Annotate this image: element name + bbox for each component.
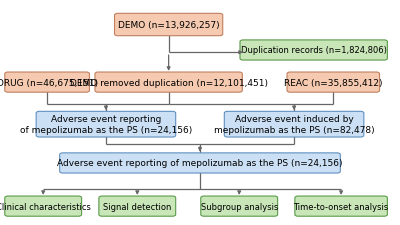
FancyBboxPatch shape (295, 196, 387, 216)
Text: Signal detection: Signal detection (103, 202, 172, 211)
FancyBboxPatch shape (99, 196, 176, 216)
Text: DEMO removed duplication (n=12,101,451): DEMO removed duplication (n=12,101,451) (70, 78, 268, 87)
Text: Adverse event reporting
of mepolizumab as the PS (n=24,156): Adverse event reporting of mepolizumab a… (20, 115, 192, 134)
Text: DEMO (n=13,926,257): DEMO (n=13,926,257) (118, 21, 220, 30)
Text: REAC (n=35,855,412): REAC (n=35,855,412) (284, 78, 382, 87)
Text: DRUG (n=46,675,151): DRUG (n=46,675,151) (0, 78, 98, 87)
FancyBboxPatch shape (5, 196, 82, 216)
FancyBboxPatch shape (201, 196, 278, 216)
FancyBboxPatch shape (60, 153, 340, 173)
Text: Duplication records (n=1,824,806): Duplication records (n=1,824,806) (241, 46, 387, 55)
FancyBboxPatch shape (36, 112, 176, 137)
Text: Time-to-onset analysis: Time-to-onset analysis (294, 202, 389, 211)
Text: Adverse event reporting of mepolizumab as the PS (n=24,156): Adverse event reporting of mepolizumab a… (57, 159, 343, 168)
FancyBboxPatch shape (287, 73, 380, 93)
Text: Adverse event induced by
mepolizumab as the PS (n=82,478): Adverse event induced by mepolizumab as … (214, 115, 374, 134)
FancyBboxPatch shape (240, 41, 387, 61)
FancyBboxPatch shape (95, 73, 242, 93)
Text: Clinical characteristics: Clinical characteristics (0, 202, 91, 211)
FancyBboxPatch shape (224, 112, 364, 137)
FancyBboxPatch shape (114, 14, 223, 36)
Text: Subgroup analysis: Subgroup analysis (200, 202, 278, 211)
FancyBboxPatch shape (5, 73, 90, 93)
